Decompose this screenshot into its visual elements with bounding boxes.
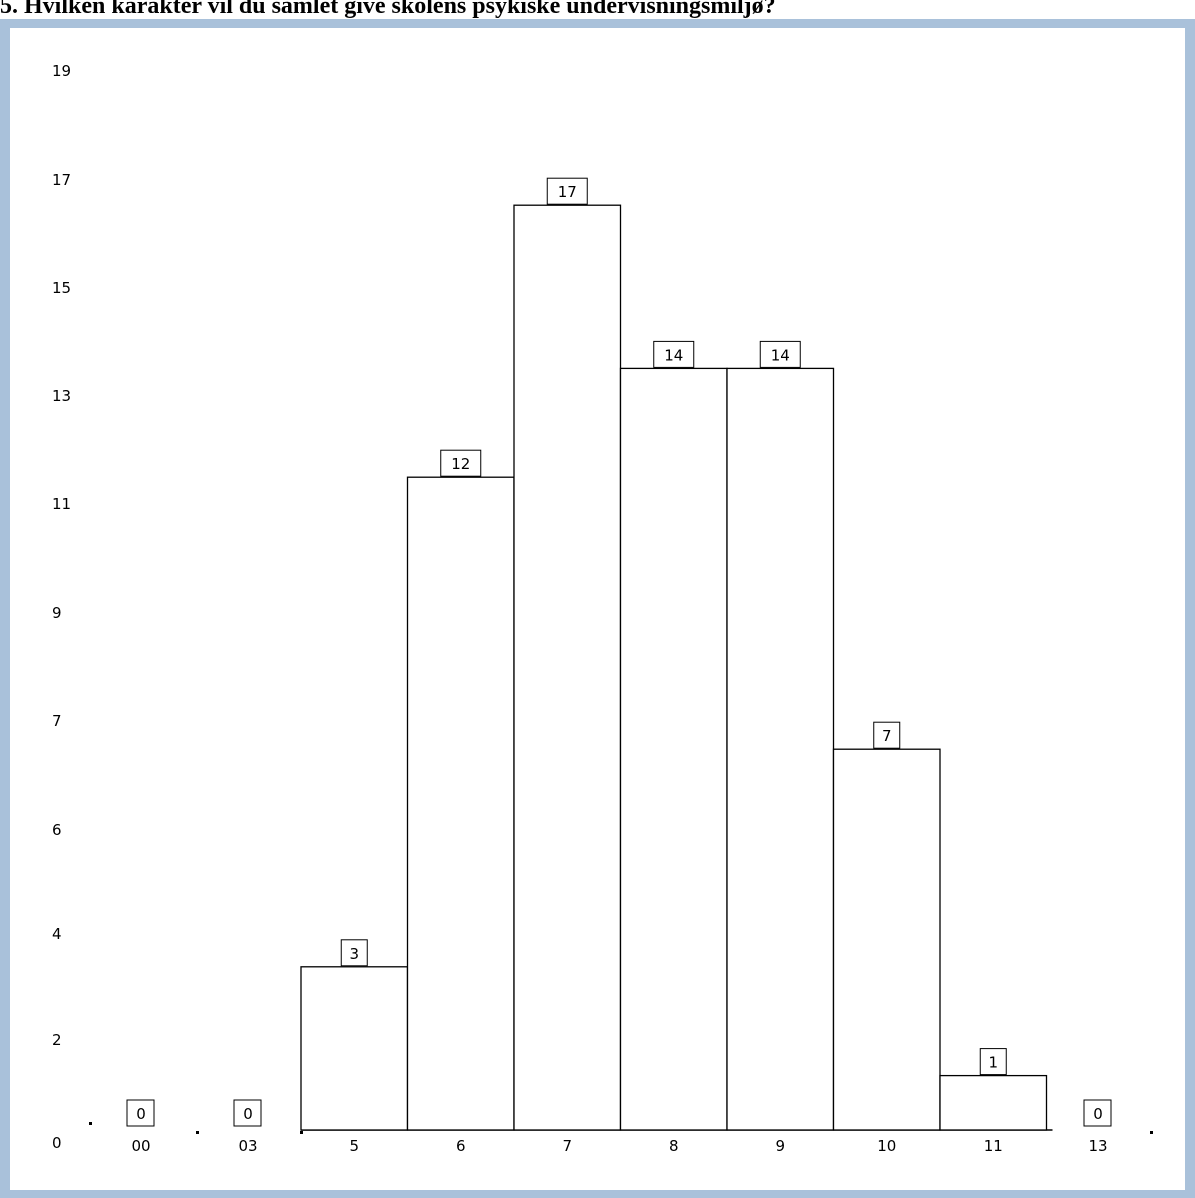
data-label-box (873, 721, 901, 749)
data-label: 0 (1093, 1105, 1103, 1123)
x-tick-label: 00 (131, 1137, 150, 1155)
y-tick-label: 11 (52, 495, 71, 513)
data-label-box (979, 1048, 1007, 1076)
bar (300, 966, 409, 1131)
data-label-box (340, 939, 368, 967)
data-label: 14 (771, 346, 790, 364)
data-label-box (653, 340, 695, 368)
bar-chart: 0246791113151719000003351261771481497101… (52, 62, 1153, 1155)
x-tick-label: 11 (984, 1137, 1003, 1155)
axis-dot (300, 1131, 303, 1134)
x-tick-label: 13 (1088, 1137, 1107, 1155)
y-tick-label: 2 (52, 1031, 62, 1049)
x-tick-label: 10 (877, 1137, 896, 1155)
data-label-box (759, 340, 801, 368)
x-tick-label: 9 (775, 1137, 785, 1155)
bar (406, 476, 515, 1131)
y-tick-label: 17 (52, 171, 71, 189)
y-tick-label: 4 (52, 925, 62, 943)
x-tick-label: 5 (349, 1137, 359, 1155)
x-tick-label: 6 (456, 1137, 466, 1155)
bar (832, 748, 941, 1131)
data-label-box (440, 449, 482, 477)
plot-area: 0 2 4 6 7 9 11 13 15 17 19 0 00 0 03 3 5 12 6 17 7 14 8 14 9 7 10 1… (10, 28, 1185, 1190)
y-tick-label: 9 (52, 604, 62, 622)
bar (939, 1074, 1048, 1131)
data-label: 3 (349, 945, 359, 963)
data-label-box (233, 1099, 262, 1127)
bar (726, 367, 835, 1131)
chart-title: 5. Hvilken karakter vil du samlet give s… (0, 0, 776, 19)
bar (513, 204, 622, 1131)
axis-dot (89, 1122, 92, 1125)
y-tick-label: 6 (52, 821, 62, 839)
y-tick-label: 15 (52, 279, 71, 297)
data-label: 12 (451, 455, 470, 473)
y-tick-label: 7 (52, 712, 62, 730)
y-tick-label: 0 (52, 1134, 62, 1152)
data-label-box (126, 1099, 155, 1127)
x-tick-label: 7 (562, 1137, 572, 1155)
y-tick-label: 13 (52, 387, 71, 405)
data-label: 0 (136, 1105, 146, 1123)
data-label: 17 (558, 183, 577, 201)
data-label: 1 (988, 1054, 998, 1072)
bar (619, 367, 728, 1131)
data-label: 7 (882, 727, 892, 745)
y-tick-label: 19 (52, 62, 71, 80)
data-label: 14 (664, 346, 683, 364)
x-tick-label: 8 (669, 1137, 679, 1155)
data-label-box (546, 177, 588, 205)
data-label-box (1083, 1099, 1112, 1127)
axis-dot (196, 1131, 199, 1134)
x-tick-label: 03 (238, 1137, 257, 1155)
data-label: 0 (243, 1105, 253, 1123)
axis-dot (1150, 1131, 1153, 1134)
chart-frame: 0 2 4 6 7 9 11 13 15 17 19 0 00 0 03 3 5 12 6 17 7 14 8 14 9 7 10 1… (0, 19, 1195, 1198)
